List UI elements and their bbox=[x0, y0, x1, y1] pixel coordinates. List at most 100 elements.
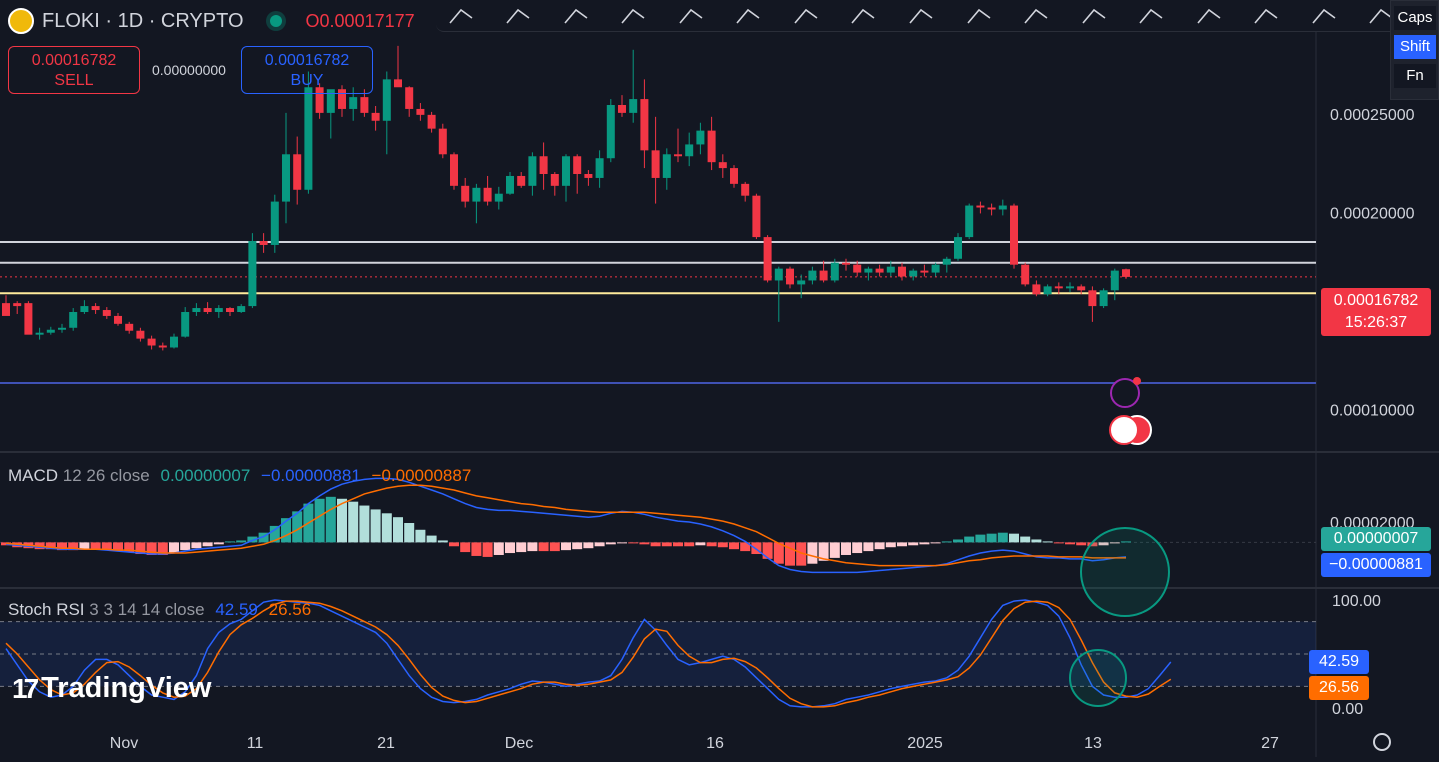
macd-hist-bar bbox=[482, 542, 493, 557]
candle-body bbox=[651, 150, 660, 178]
candle-body bbox=[248, 241, 257, 307]
candle-body bbox=[797, 280, 806, 285]
gann-circle-icon[interactable] bbox=[964, 5, 994, 27]
candle-body bbox=[539, 156, 548, 174]
candle-body bbox=[965, 205, 974, 238]
candle-body bbox=[1077, 286, 1086, 291]
macd-hist-bar bbox=[101, 542, 112, 551]
annotations bbox=[1069, 377, 1170, 707]
price-axis-label: 0.00025000 bbox=[1330, 107, 1415, 124]
candle-body bbox=[360, 97, 369, 113]
candle-body bbox=[830, 262, 839, 281]
time-axis-label: 21 bbox=[377, 735, 395, 752]
symbol-header[interactable]: FLOKI · 1D · CRYPTO O0.00017177 bbox=[8, 8, 415, 34]
macd-hist-bar bbox=[762, 542, 773, 559]
price-range-icon[interactable] bbox=[1136, 5, 1166, 27]
macd-hist-bar bbox=[897, 542, 907, 547]
xabcd-icon[interactable] bbox=[1309, 5, 1339, 27]
stoch-rsi-pane bbox=[0, 599, 1316, 708]
macd-hist-bar bbox=[538, 542, 549, 552]
fn-key[interactable]: Fn bbox=[1394, 64, 1436, 88]
candle-body bbox=[954, 237, 962, 259]
shape-icon[interactable] bbox=[1367, 5, 1397, 27]
sell-price: 0.00016782 bbox=[31, 52, 117, 69]
candle-body bbox=[920, 270, 929, 273]
macd-hist-bar bbox=[57, 542, 67, 551]
pitchfork-icon[interactable] bbox=[906, 5, 936, 27]
candle-body bbox=[842, 262, 850, 265]
parallel-lines-icon[interactable] bbox=[561, 5, 591, 27]
triangle-icon[interactable] bbox=[1251, 5, 1281, 27]
candle-body bbox=[214, 308, 223, 312]
stoch-rsi-legend[interactable]: Stoch RSI 3 3 14 14 close 42.59 26.56 bbox=[8, 600, 311, 620]
macd-hist-bar bbox=[505, 542, 515, 554]
last-price: 0.00016782 bbox=[1333, 292, 1419, 309]
macd-hist-bar bbox=[1087, 542, 1098, 547]
macd-hist-bar bbox=[661, 542, 672, 547]
dots-grid-icon[interactable] bbox=[446, 5, 476, 27]
macd-hist-bar bbox=[975, 534, 986, 543]
candle-body bbox=[774, 268, 783, 281]
buy-button[interactable]: 0.00016782 BUY bbox=[241, 46, 373, 94]
candle-body bbox=[170, 336, 178, 348]
macd-hist-bar bbox=[180, 542, 191, 551]
macd-hist-bar bbox=[113, 542, 123, 552]
settings-gear-icon[interactable] bbox=[1373, 733, 1391, 751]
macd-hist-bar bbox=[393, 517, 403, 543]
candle-body bbox=[752, 195, 761, 238]
sell-button[interactable]: 0.00016782 SELL bbox=[8, 46, 140, 94]
macd-hist-bar bbox=[549, 542, 560, 552]
candle-body bbox=[237, 306, 246, 312]
time-axis-label: 2025 bbox=[907, 735, 943, 752]
macd-hist-bar bbox=[527, 542, 538, 552]
shift-key[interactable]: Shift bbox=[1394, 35, 1436, 59]
macd-hist-bar bbox=[213, 542, 224, 545]
horizontal-lines[interactable] bbox=[0, 241, 1316, 384]
macd-hist-bar bbox=[437, 540, 448, 543]
macd-hist-bar bbox=[460, 542, 471, 553]
macd-hist-bar bbox=[146, 542, 157, 555]
point-icon[interactable] bbox=[1194, 5, 1224, 27]
macd-hist-bar bbox=[796, 542, 807, 566]
trend-angle-icon[interactable] bbox=[504, 5, 534, 27]
candle-body bbox=[875, 268, 884, 273]
macd-hist-value: 0.00000007 bbox=[160, 466, 251, 485]
price-axis-label: 0.00020000 bbox=[1330, 205, 1415, 222]
on-screen-keyboard: Caps Shift Fn bbox=[1390, 0, 1439, 100]
macd-hist-bar bbox=[695, 542, 706, 546]
time-axis[interactable]: Nov 11 21 Dec 16 2025 13 27 bbox=[110, 733, 1391, 752]
macd-hist-bar bbox=[1098, 542, 1109, 546]
path-icon[interactable] bbox=[1079, 5, 1109, 27]
candle-body bbox=[1043, 286, 1052, 295]
time-axis-label: 11 bbox=[247, 735, 264, 752]
macd-hist-bar bbox=[841, 542, 851, 555]
trend-line-icon[interactable] bbox=[849, 5, 879, 27]
candles-icon[interactable] bbox=[619, 5, 649, 27]
ray-icon[interactable] bbox=[676, 5, 706, 27]
macd-hist-bar bbox=[863, 542, 874, 552]
macd-signal-line bbox=[5, 484, 1126, 567]
symbol-title[interactable]: FLOKI · 1D · CRYPTO bbox=[42, 9, 244, 32]
candle-body bbox=[35, 332, 44, 335]
macd-legend[interactable]: MACD 12 26 close 0.00000007 −0.00000881 … bbox=[8, 466, 471, 486]
candle-body bbox=[685, 144, 694, 157]
macd-hist-bar bbox=[908, 542, 919, 546]
caps-key[interactable]: Caps bbox=[1394, 6, 1436, 30]
macd-hist-bar bbox=[561, 542, 571, 551]
macd-hist-bar bbox=[449, 542, 459, 547]
candle-body bbox=[338, 89, 346, 109]
lines-icon[interactable] bbox=[1021, 5, 1051, 27]
candle-body bbox=[2, 303, 10, 316]
macd-hist-bar bbox=[68, 542, 79, 551]
candle-body bbox=[259, 241, 268, 245]
candle-body bbox=[730, 168, 738, 184]
candle-body bbox=[517, 175, 526, 186]
vertical-line-icon[interactable] bbox=[734, 5, 764, 27]
candle-body bbox=[1054, 286, 1063, 289]
candle-body bbox=[584, 174, 593, 178]
range-icon[interactable] bbox=[791, 5, 821, 27]
macd-hist-bar bbox=[169, 542, 179, 554]
highlight-circle bbox=[1069, 649, 1127, 707]
